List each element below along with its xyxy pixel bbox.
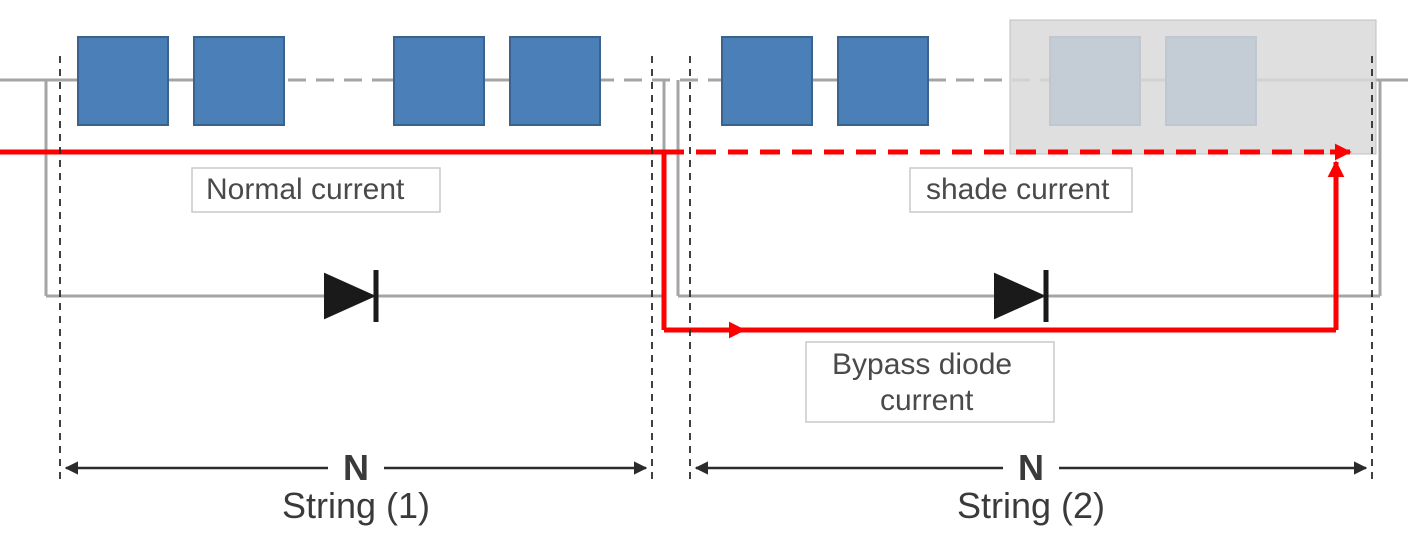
label-shade-current: shade current (910, 168, 1132, 212)
pv-cell (194, 37, 284, 125)
label-bypass-current: Bypass diodecurrent (806, 342, 1054, 422)
label-shade-current-text: shade current (926, 173, 1110, 206)
dimension-string-name: String (1) (282, 485, 430, 526)
diode-string2 (994, 270, 1046, 322)
shade-region (1010, 20, 1376, 154)
pv-cell (722, 37, 812, 125)
diode-string1 (324, 270, 376, 322)
label-bypass-current-text: Bypass diode (832, 348, 1012, 381)
pv-cell (78, 37, 168, 125)
label-bypass-current-text: current (880, 384, 974, 417)
pv-cell (394, 37, 484, 125)
dimension-n-label: N (1018, 447, 1044, 488)
label-normal-current: Normal current (192, 168, 440, 212)
dimension-string-name: String (2) (957, 485, 1105, 526)
diagram-root: Normal current shade current Bypass diodec… (0, 0, 1408, 547)
dimension-n-label: N (343, 447, 369, 488)
label-normal-current-text: Normal current (206, 173, 405, 206)
pv-cell (838, 37, 928, 125)
pv-cell (510, 37, 600, 125)
